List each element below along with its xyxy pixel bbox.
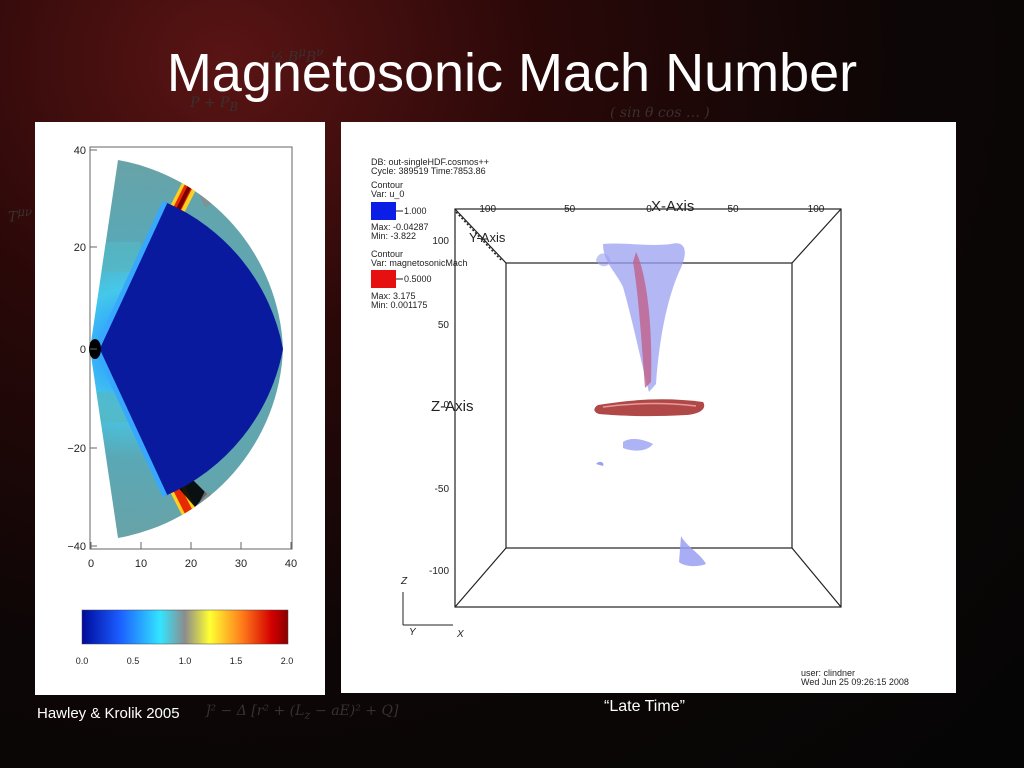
triad-x-label: X xyxy=(456,629,464,640)
x-axis-tick: 100 xyxy=(808,204,825,215)
mach-number-2d-plot: 40 20 0 −20 −40 0 10 20 30 40 0.0 0.5 1.… xyxy=(35,122,325,695)
x-axis-tick: -50 xyxy=(561,204,576,215)
contour2-swatch xyxy=(371,270,396,288)
y-tick-label: 20 xyxy=(74,242,86,254)
background-equation: Tμν xyxy=(8,205,33,226)
x-axis-tick: -100 xyxy=(476,204,496,215)
colorbar-tick-label: 1.0 xyxy=(179,656,192,666)
colorbar-tick-label: 1.5 xyxy=(230,656,243,666)
disk-contour xyxy=(594,399,705,417)
contour1-min: Min: -3.822 xyxy=(371,231,416,241)
cycle-time-line: Cycle: 389519 Time:7853.86 xyxy=(371,166,486,176)
background-equation: ½ BμBν xyxy=(270,45,324,66)
y-axis-label: Y-Axis xyxy=(469,230,506,245)
contour1-var: Var: u_0 xyxy=(371,189,404,199)
x-tick-label: 30 xyxy=(235,558,247,570)
boundary-streak-lower xyxy=(94,347,168,498)
x-tick-label: 40 xyxy=(285,558,297,570)
colorbar-tick-label: 2.0 xyxy=(281,656,294,666)
boundary-streak-upper xyxy=(94,200,168,351)
user-line: user: clindner xyxy=(801,668,855,678)
slide-title: Magnetosonic Mach Number xyxy=(166,43,858,103)
contour1-level: 1.000 xyxy=(404,206,427,216)
z-axis-tick: -50 xyxy=(435,484,450,495)
mach-plot-svg: 40 20 0 −20 −40 0 10 20 30 40 0.0 0.5 1.… xyxy=(67,145,297,666)
contour2-var: Var: magnetosonicMach xyxy=(371,258,467,268)
x-tick-label: 20 xyxy=(185,558,197,570)
visit-3d-render: DB: out-singleHDF.cosmos++ Cycle: 389519… xyxy=(341,122,956,693)
y-tick-label: −40 xyxy=(67,541,86,553)
background-equation: P + PB xyxy=(190,95,239,114)
colorbar xyxy=(81,609,289,645)
contour2-heading: Contour xyxy=(371,249,403,259)
render-svg: DB: out-singleHDF.cosmos++ Cycle: 389519… xyxy=(371,157,909,687)
caption-citation: Hawley & Krolik 2005 xyxy=(37,705,180,722)
y-tick-label: 40 xyxy=(74,145,86,157)
z-axis-tick: 100 xyxy=(432,236,449,247)
database-line: DB: out-singleHDF.cosmos++ xyxy=(371,157,489,167)
contour2-min: Min: 0.001175 xyxy=(371,300,427,310)
z-axis-tick: -100 xyxy=(429,566,449,577)
contour1-max: Max: -0.04287 xyxy=(371,222,429,232)
contour2-level: 0.5000 xyxy=(404,274,432,284)
background-equation: ]² − Δ [r² + (Lz − aE)² + Q] xyxy=(205,703,399,722)
inner-disk-region xyxy=(97,202,283,496)
contour1-heading: Contour xyxy=(371,180,403,190)
axis-triad: Z Y X xyxy=(400,576,464,640)
y-tick-label: −20 xyxy=(67,443,86,455)
z-axis-tick: 50 xyxy=(438,320,450,331)
contour2-max: Max: 3.175 xyxy=(371,291,416,301)
y-tick-label: 0 xyxy=(80,344,86,356)
x-tick-label: 10 xyxy=(135,558,147,570)
background-equation: ( sin θ cos … ) xyxy=(610,105,710,121)
contour1-swatch xyxy=(371,202,396,220)
date-line: Wed Jun 25 09:26:15 2008 xyxy=(801,677,909,687)
jet-isosurface xyxy=(596,243,706,567)
colorbar-tick-label: 0.5 xyxy=(127,656,140,666)
colorbar-tick-label: 0.0 xyxy=(76,656,89,666)
x-tick-label: 0 xyxy=(88,558,94,570)
y-axis-ticks xyxy=(455,211,502,261)
triad-z-label: Z xyxy=(400,576,408,587)
x-axis-tick: 0 xyxy=(646,204,652,215)
x-axis-tick: 50 xyxy=(727,204,739,215)
z-axis-label: Z-Axis xyxy=(431,398,474,415)
triad-y-label: Y xyxy=(409,627,417,638)
x-axis-label: X-Axis xyxy=(651,198,694,215)
z-axis-tick: 0 xyxy=(443,400,449,411)
caption-late-time: “Late Time” xyxy=(604,698,685,715)
